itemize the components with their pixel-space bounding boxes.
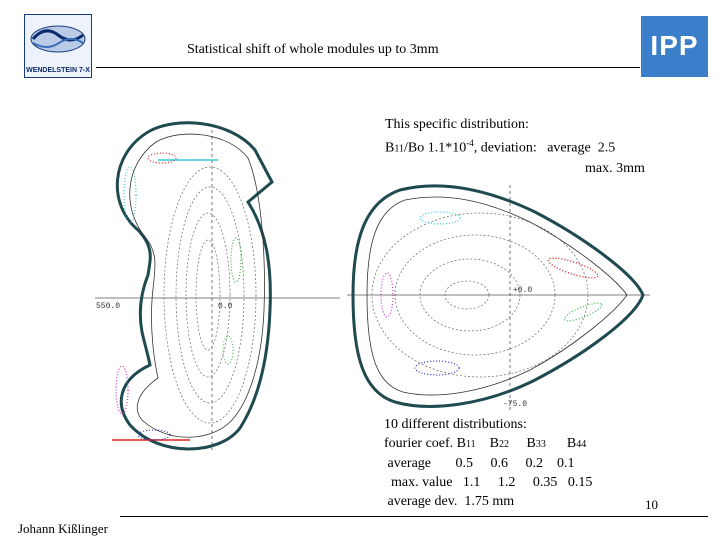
left-plot-r-label: 550.0 — [96, 302, 120, 311]
stellarator-emblem-icon — [30, 25, 86, 53]
right-flux-surface-2 — [419, 258, 521, 332]
ipp-logo-text: IPP — [650, 30, 699, 61]
distribution-statistics: 10 different distributions: fourier coef… — [384, 415, 592, 511]
page-number: 10 — [645, 497, 658, 512]
b11-subscript: 11 — [394, 143, 404, 155]
top-divider — [96, 67, 640, 68]
stats-heading: 10 different distributions: — [384, 417, 527, 432]
slide-title: Statistical shift of whole modules up to… — [187, 42, 439, 57]
ratio-value: /Bo 1.1*10 — [403, 140, 467, 156]
left-island-chains — [115, 152, 242, 441]
wendelstein-7x-logo: WENDELSTEIN 7-X — [24, 14, 92, 78]
stats-average-row: average 0.5 0.6 0.2 0.1 — [384, 456, 575, 471]
poincare-plot-bean: 550.0 0.0 — [95, 121, 340, 451]
right-flux-surface-4 — [371, 212, 589, 378]
coef-b33: 33 — [535, 439, 546, 450]
coef-b22-symbol: B — [475, 436, 500, 451]
right-plot-z-label: -75.0 — [503, 400, 527, 409]
w7x-logo-text: WENDELSTEIN 7-X — [26, 67, 90, 74]
right-plot-vessel-outline — [351, 184, 645, 408]
exponent: -4 — [466, 138, 474, 148]
left-flux-surface-2 — [185, 212, 231, 378]
description-line-1: This specific distribution: — [385, 117, 529, 132]
coef-b22: 22 — [499, 439, 510, 450]
stats-max-row: max. value 1.1 1.2 0.35 0.15 — [384, 475, 593, 490]
coef-b44-symbol: B — [545, 436, 577, 451]
right-flux-surface-3 — [394, 234, 556, 356]
coef-b44: 44 — [576, 439, 587, 450]
author-name: Johann Kißlinger — [18, 521, 108, 536]
deviation-max: max. 3mm — [585, 160, 645, 176]
coef-b33-symbol: B — [509, 436, 536, 451]
left-plot-center-label: 0.0 — [218, 302, 233, 311]
deviation-average: , deviation: average 2.5 — [473, 140, 616, 156]
right-flux-surface-1 — [444, 280, 490, 310]
right-island-chains — [380, 211, 603, 376]
b-symbol: B — [385, 140, 395, 156]
stats-avg-dev-row: average dev. 1.75 mm — [384, 494, 515, 509]
coef-b11: 11 — [466, 439, 476, 450]
left-flux-surface-1 — [195, 239, 221, 351]
ipp-logo: IPP — [641, 16, 708, 77]
bottom-divider — [120, 516, 708, 517]
coef-label: fourier coef. B — [384, 436, 467, 451]
left-flux-surface-3 — [175, 186, 245, 404]
left-plot-inner-wall — [129, 133, 265, 438]
right-plot-top-label: +0.0 — [513, 286, 532, 295]
distribution-description: This specific distribution: B11/Bo 1.1*1… — [385, 115, 645, 178]
left-flux-surface-4 — [163, 166, 257, 424]
left-plot-vessel-outline — [115, 121, 274, 451]
poincare-plot-triangle: +0.0 -75.0 — [347, 184, 650, 410]
